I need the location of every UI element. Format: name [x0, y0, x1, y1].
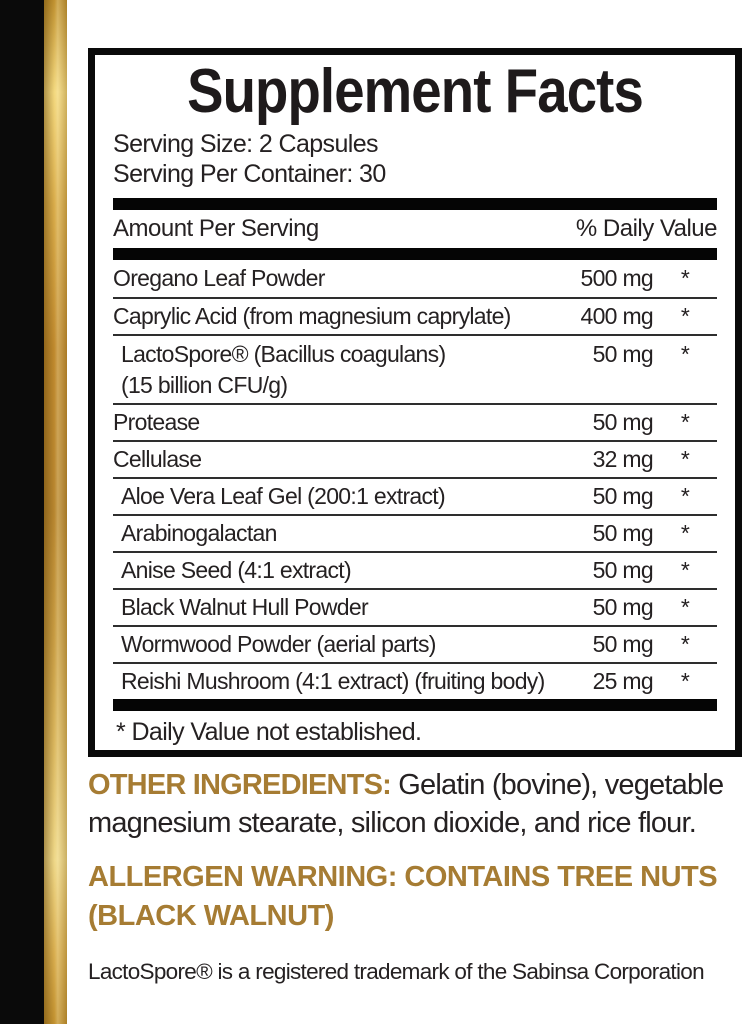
ingredient-amount: 50 mg [592, 483, 654, 509]
ingredient-name: LactoSpore® (Bacillus coagulans) (15 bil… [113, 339, 557, 401]
divider-bar-header [113, 248, 717, 260]
ingredient-name: Aloe Vera Leaf Gel (200:1 extract) [121, 483, 446, 509]
ingredient-row-cellulase: Cellulase 32 mg * [113, 440, 717, 477]
ingredient-row-arabinogalactan: Arabinogalactan 50 mg * [113, 514, 717, 551]
other-ingredients-label: OTHER INGREDIENTS: [88, 769, 392, 801]
ingredient-daily-value: * [680, 594, 690, 620]
ingredient-amount: 50 mg [592, 341, 654, 367]
ingredient-name-line2: (15 billion CFU/g) [121, 372, 288, 398]
ingredient-name: Caprylic Acid (from magnesium caprylate) [113, 303, 511, 329]
ingredient-row-protease: Protease 50 mg * [113, 403, 717, 440]
ingredient-amount: 50 mg [592, 594, 654, 620]
serving-per-container: Serving Per Container: 30 [113, 160, 386, 188]
ingredient-name: Wormwood Powder (aerial parts) [121, 631, 436, 657]
ingredient-name: Protease [113, 409, 200, 435]
ingredient-name: Arabinogalactan [121, 520, 277, 546]
ingredient-name: Reishi Mushroom (4:1 extract) (fruiting … [121, 668, 545, 694]
allergen-warning-line2: (BLACK WALNUT) [88, 900, 334, 932]
ingredient-amount: 400 mg [580, 303, 653, 329]
ingredient-amount: 500 mg [580, 265, 653, 291]
ingredient-row-anise-seed: Anise Seed (4:1 extract) 50 mg * [113, 551, 717, 588]
ingredient-row-black-walnut: Black Walnut Hull Powder 50 mg * [113, 588, 717, 625]
ingredient-amount: 50 mg [592, 520, 654, 546]
ingredient-daily-value: * [680, 265, 690, 291]
ingredient-amount: 50 mg [592, 557, 654, 583]
allergen-warning: ALLERGEN WARNING: CONTAINS TREE NUTS (BLA… [88, 858, 750, 936]
ingredient-daily-value: * [680, 483, 690, 509]
ingredient-name: Oregano Leaf Powder [113, 265, 325, 291]
other-ingredients: OTHER INGREDIENTS: Gelatin (bovine), veg… [88, 766, 750, 842]
ingredient-name: Cellulase [113, 446, 202, 472]
ingredient-row-wormwood: Wormwood Powder (aerial parts) 50 mg * [113, 625, 717, 662]
supplement-facts-panel: Supplement Facts Serving Size: 2 Capsule… [88, 48, 742, 757]
ingredient-daily-value: * [680, 520, 690, 546]
ingredient-row-aloe-vera: Aloe Vera Leaf Gel (200:1 extract) 50 mg… [113, 477, 717, 514]
ingredient-amount: 25 mg [592, 668, 654, 694]
trademark-note: LactoSpore® is a registered trademark of… [88, 959, 705, 984]
ingredient-row-caprylic-acid: Caprylic Acid (from magnesium caprylate)… [113, 297, 717, 334]
other-ingredients-text-line2: magnesium stearate, silicon dioxide, and… [88, 807, 697, 839]
ingredient-amount: 32 mg [592, 446, 654, 472]
ingredient-row-lactospore: LactoSpore® (Bacillus coagulans) (15 bil… [113, 334, 717, 403]
divider-bar-bottom [113, 699, 717, 711]
panel-title: Supplement Facts [187, 57, 644, 126]
serving-size: Serving Size: 2 Capsules [113, 130, 379, 158]
other-ingredients-text-line1: Gelatin (bovine), vegetable [391, 769, 724, 801]
below-panel-text: OTHER INGREDIENTS: Gelatin (bovine), veg… [88, 766, 750, 985]
ingredient-daily-value: * [680, 409, 690, 435]
ingredient-table: Oregano Leaf Powder 500 mg * Caprylic Ac… [113, 260, 717, 699]
ingredient-daily-value: * [680, 303, 690, 329]
ingredient-row-oregano: Oregano Leaf Powder 500 mg * [113, 260, 717, 297]
ingredient-amount: 50 mg [592, 631, 654, 657]
daily-value-footnote: * Daily Value not established. [116, 718, 422, 746]
ingredient-daily-value: * [680, 631, 690, 657]
ingredient-daily-value: * [680, 557, 690, 583]
left-black-bar [0, 0, 44, 1024]
ingredient-daily-value: * [680, 446, 690, 472]
ingredient-name: Anise Seed (4:1 extract) [121, 557, 352, 583]
ingredient-daily-value: * [680, 341, 690, 367]
gold-stripe [44, 0, 67, 1024]
ingredient-name: Black Walnut Hull Powder [121, 594, 369, 620]
ingredient-daily-value: * [680, 668, 690, 694]
ingredient-amount: 50 mg [592, 409, 654, 435]
ingredient-name-line1: LactoSpore® (Bacillus coagulans) [121, 341, 446, 367]
amount-per-serving-header: Amount Per Serving [113, 215, 319, 242]
table-header: Amount Per Serving % Daily Value [113, 210, 718, 248]
daily-value-header: % Daily Value [575, 215, 718, 242]
divider-bar-top [113, 198, 717, 210]
ingredient-row-reishi: Reishi Mushroom (4:1 extract) (fruiting … [113, 662, 717, 699]
allergen-warning-line1: ALLERGEN WARNING: CONTAINS TREE NUTS [88, 861, 718, 893]
